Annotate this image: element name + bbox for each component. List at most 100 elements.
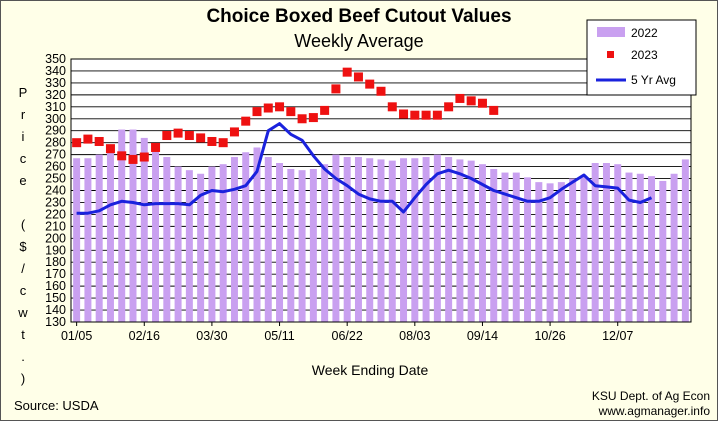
chart-title: Choice Boxed Beef Cutout Values	[206, 6, 512, 27]
y-tick-label: 270	[45, 148, 66, 162]
y-axis-label-char: P	[18, 85, 28, 100]
bar-2022	[614, 164, 622, 322]
marker-2023	[365, 79, 375, 89]
bar-2022	[648, 176, 656, 322]
bar-2022	[106, 147, 114, 322]
y-tick-label: 350	[45, 52, 66, 66]
bar-2022	[287, 168, 295, 322]
bar-2022	[445, 157, 453, 322]
marker-2023	[489, 105, 499, 115]
bar-2022	[400, 158, 408, 322]
y-tick-label: 140	[45, 303, 66, 317]
bar-2022	[433, 154, 441, 322]
marker-2023	[139, 152, 149, 162]
x-tick-label: 10/26	[534, 329, 565, 343]
marker-2023	[432, 110, 442, 120]
bar-2022	[118, 129, 126, 322]
credit-line-2: www.agmanager.info	[598, 404, 710, 418]
bar-2022	[512, 172, 520, 322]
bar-2022	[659, 180, 667, 322]
marker-2023	[241, 116, 251, 126]
y-tick-label: 260	[45, 160, 66, 174]
marker-2023	[297, 114, 307, 124]
source-note: Source: USDA	[14, 398, 99, 413]
marker-2023	[477, 98, 487, 108]
marker-2023	[308, 113, 318, 123]
marker-2023	[444, 102, 454, 112]
marker-2023	[218, 138, 228, 148]
bar-2022	[524, 177, 532, 322]
marker-2023	[275, 102, 285, 112]
bar-2022	[298, 170, 306, 322]
y-axis-label-char: .	[21, 349, 25, 364]
marker-2023	[162, 131, 172, 141]
line-5yr-avg-path	[76, 122, 653, 215]
bar-2022	[264, 157, 272, 322]
y-axis-label-char: )	[20, 371, 26, 386]
bar-2022	[569, 178, 577, 322]
marker-2023	[184, 131, 194, 141]
bar-2022	[591, 163, 599, 322]
y-tick-label: 240	[45, 184, 66, 198]
bar-2022	[163, 157, 171, 322]
x-tick-label: 12/07	[602, 329, 633, 343]
legend-label-2023: 2023	[631, 48, 658, 62]
bar-2022	[129, 129, 137, 322]
bar-2022	[84, 158, 92, 322]
x-axis-label: Week Ending Date	[311, 362, 429, 378]
bar-2022	[681, 159, 689, 322]
marker-2023	[151, 142, 161, 152]
bar-2022	[354, 157, 362, 322]
legend-swatch-2022	[597, 27, 625, 37]
y-axis-label-char: c	[19, 283, 27, 298]
bar-2022	[140, 137, 148, 322]
y-axis-label-char: e	[19, 173, 27, 188]
bar-2022	[546, 183, 554, 322]
bar-2022	[73, 158, 81, 322]
bar-2022	[490, 168, 498, 322]
y-axis-label-char: $	[19, 239, 27, 254]
line-5yr-avg	[76, 122, 653, 215]
bar-2022	[174, 166, 182, 322]
y-tick-label: 300	[45, 112, 66, 126]
bar-2022	[501, 172, 509, 322]
markers-2023	[72, 67, 499, 164]
bar-2022	[557, 182, 565, 322]
bar-2022	[276, 163, 284, 322]
x-tick-label: 05/11	[264, 329, 294, 343]
legend-label-2022: 2022	[631, 26, 658, 40]
y-tick-label: 170	[45, 267, 66, 281]
marker-2023	[196, 133, 206, 143]
bar-2022	[230, 157, 238, 322]
bars-2022	[73, 129, 689, 322]
bar-2022	[388, 160, 396, 322]
bar-2022	[602, 163, 610, 322]
y-axis-label-char: (	[20, 217, 26, 232]
bar-2022	[253, 147, 261, 322]
marker-2023	[207, 136, 217, 146]
y-tick-label: 130	[45, 315, 66, 329]
y-tick-label: 150	[45, 291, 66, 305]
y-tick-label: 280	[45, 136, 66, 150]
bar-2022	[95, 154, 103, 322]
bar-2022	[332, 154, 340, 322]
bar-2022	[197, 173, 205, 322]
y-axis-label-char: c	[19, 151, 27, 166]
marker-2023	[83, 134, 93, 144]
bar-2022	[478, 164, 486, 322]
y-tick-label: 320	[45, 88, 66, 102]
bar-2022	[208, 166, 216, 322]
chart-subtitle: Weekly Average	[294, 31, 424, 51]
bar-2022	[185, 170, 193, 322]
marker-2023	[252, 107, 262, 117]
bar-2022	[242, 152, 250, 322]
bar-2022	[467, 160, 475, 322]
y-tick-label: 200	[45, 231, 66, 245]
y-axis-label-char: /	[21, 261, 25, 276]
bar-2022	[422, 157, 430, 322]
y-axis-label-char: w	[18, 305, 28, 320]
bar-2022	[219, 164, 227, 322]
y-tick-label: 310	[45, 100, 66, 114]
bar-2022	[366, 158, 374, 322]
